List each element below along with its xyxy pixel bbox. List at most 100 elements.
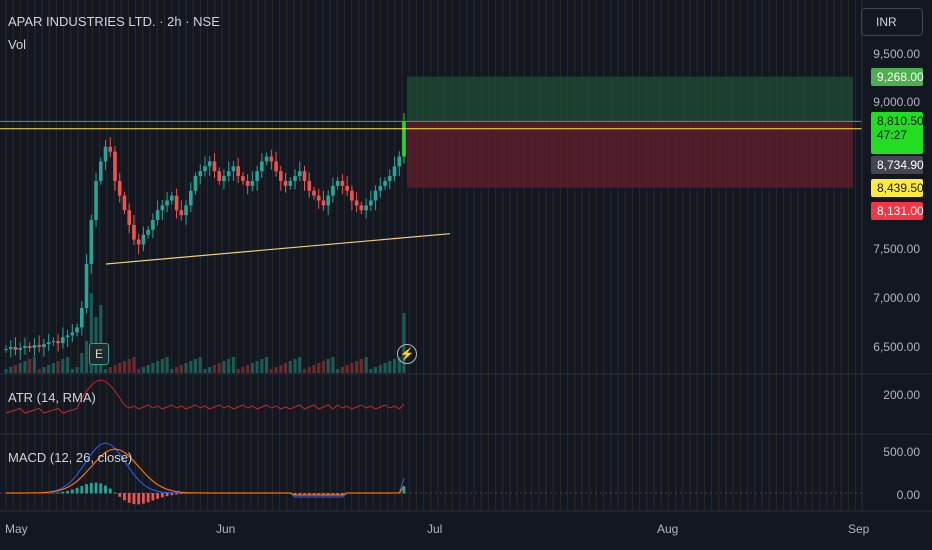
candle-body [56,341,60,344]
candle-body [260,161,264,172]
volume-bar [241,367,245,373]
x-tick: Aug [657,522,679,536]
candle-body [75,327,79,333]
volume-bar [383,363,387,373]
macd-histogram-bar [175,493,178,495]
candle-body [42,344,46,347]
earnings-icon[interactable]: E [89,343,109,365]
volume-bar [193,359,198,373]
candle-body [255,171,259,181]
macd-histogram-bar [137,493,141,505]
candle-body [32,345,37,348]
candle-body [4,348,8,350]
pane-separators [0,0,932,512]
volume-bar [378,365,382,373]
candle-body [108,146,113,152]
currency-selector[interactable]: INR [861,8,923,36]
candle-body [321,200,326,206]
macd-histogram-bar [108,488,112,494]
candle-body [340,180,345,186]
target-price-tag: 9,268.00 [871,68,924,86]
candle-body [212,161,217,172]
candle-body [65,335,70,338]
volume-bar [23,361,27,373]
candle-body [207,161,212,167]
candle-body [378,185,383,191]
candle-body [70,332,75,336]
x-tick: Sep [848,522,870,536]
chart-title: APAR INDUSTRIES LTD. · 2h · NSE [8,14,220,29]
candle-body [269,156,274,162]
candle-body [188,190,193,206]
candle-body [8,347,13,349]
volume-bar [317,363,321,373]
volume-bar [151,363,155,373]
macd-histogram-bar [336,493,340,496]
candle-body [231,166,236,172]
candle-body [179,210,184,216]
candle-body [245,180,250,186]
volume-bar [288,361,292,373]
x-tick: May [5,522,28,536]
candle-body [335,180,340,186]
volume-bar [388,361,392,373]
candle-body [193,176,198,191]
candle-body [364,205,368,211]
volume-bar [137,369,141,373]
volume-bar [331,357,335,373]
macd-histogram-bar [165,493,169,497]
macd-histogram-bar [303,493,306,496]
candle-body [18,347,23,350]
candle-body [84,263,89,308]
volume-bar [264,357,269,373]
volume-bars [4,293,406,373]
x-tick: Jul [427,522,443,536]
candle-body [13,347,18,350]
volume-bar [84,341,89,373]
candle-body [392,166,397,177]
candle-body [345,185,349,191]
macd-histogram-bar [89,482,93,494]
candle-body [264,156,269,162]
candle-body [51,341,56,343]
candle-body [350,190,354,201]
volume-bar [179,365,183,373]
volume-bar [156,361,160,373]
candle-body [160,205,165,211]
volume-bar [189,361,193,373]
macd-histogram-bar [66,490,69,494]
macd-tick: 0.00 [896,488,920,502]
volume-bar [122,361,127,373]
volume-bar [283,363,288,373]
candle-body [402,121,406,157]
volume-bar [170,369,174,373]
macd-histogram-bar [146,493,150,503]
volume-label: Vol [8,37,27,52]
stop-price-tag: 8,131.00 [871,202,924,220]
volume-bar [246,365,250,373]
lightning-icon[interactable]: ⚡ [397,344,417,364]
candles [4,113,406,360]
volume-bar [28,359,32,373]
volume-bar [355,361,359,373]
atr-tick: 200.00 [883,388,920,402]
candle-body [80,307,84,328]
macd-histogram-bar [47,492,51,494]
macd-histogram-bar [341,493,344,496]
bar-countdown: 47:27 [877,128,908,142]
volume-bar [160,359,164,373]
macd-histogram-bar [156,493,160,499]
volume-bar [350,363,354,373]
candle-body [369,200,373,206]
volume-bar [75,367,79,373]
low-price-tag: 8,439.50 [871,179,924,197]
volume-bar [345,365,349,373]
volume-bar [184,363,188,373]
volume-bar [359,359,363,373]
volume-bar [321,361,326,373]
volume-bar [373,367,378,373]
candle-body [283,180,288,186]
macd-histogram-bar [307,493,311,496]
candle-body [203,166,207,172]
